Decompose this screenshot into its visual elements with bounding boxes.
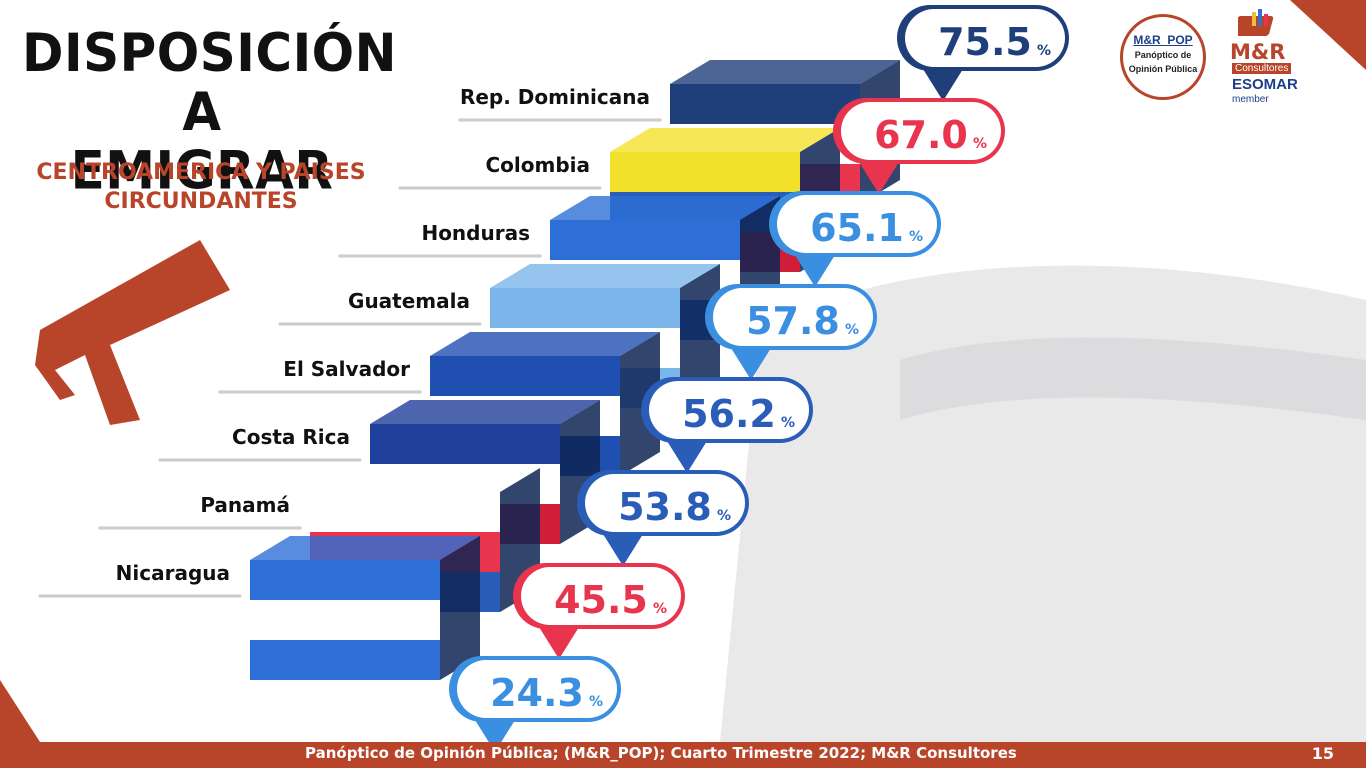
flag-block-top (550, 196, 780, 220)
footer-bar (0, 742, 1366, 768)
bar-chart-icon (1238, 9, 1274, 36)
flag-block-stripe-top (370, 424, 560, 464)
flag-block-stripe-top (430, 356, 620, 396)
value-label: 57.8 (746, 299, 840, 343)
country-label: Guatemala (348, 289, 470, 313)
footer-source: Panóptico de Opinión Pública; (M&R_POP);… (305, 744, 1017, 762)
slide-subtitle: CENTROAMERICA Y PAISES CIRCUNDANTES (26, 158, 376, 216)
value-label: 75.5 (938, 20, 1032, 64)
pop-logo-line3: Opinión Pública (1128, 64, 1198, 74)
callout-bubble (905, 9, 1065, 67)
country-label: Costa Rica (232, 425, 350, 449)
mr-sub: Consultores (1232, 63, 1292, 74)
flag-block-stripe-top (670, 84, 860, 124)
mr-brand: M&R (1230, 40, 1286, 64)
flag-block-top (610, 128, 840, 152)
pop-logo-line2: Panóptico de (1134, 50, 1192, 60)
corner-accent-bottom-left (0, 680, 40, 742)
callout-pin-tail (731, 348, 771, 380)
flag-block-stripe-bottom (250, 640, 440, 680)
value-unit: % (973, 136, 987, 152)
country-label: El Salvador (283, 357, 410, 381)
callout-pin-tail (795, 255, 835, 287)
corner-accent-top-right (1290, 0, 1366, 70)
value-unit: % (717, 508, 731, 524)
airplane-icon (35, 240, 230, 425)
callout-pin-tail (539, 627, 579, 659)
country-label: Rep. Dominicana (460, 85, 650, 109)
subtitle-line-1: CENTROAMERICA Y PAISES (36, 160, 366, 185)
flag-block-stripe-top (250, 560, 440, 600)
callout-bubble (521, 567, 681, 625)
callout-bubble (649, 381, 809, 439)
callout-pin-tail (859, 162, 899, 194)
flag-block-stripe-mid (250, 600, 440, 640)
flag-block-top (370, 400, 600, 424)
value-unit: % (781, 415, 795, 431)
pop-logo-name: M&R_POP (1133, 33, 1193, 47)
value-unit: % (845, 322, 859, 338)
title-line-2: EMIGRAR (70, 140, 334, 202)
country-label: Honduras (421, 221, 530, 245)
country-label: Colombia (485, 153, 590, 177)
flag-block-top (430, 332, 660, 356)
value-unit: % (653, 601, 667, 617)
subtitle-line-2: CIRCUNDANTES (104, 189, 298, 214)
flag-block-stripe-top (490, 288, 680, 328)
crowd-background-band (900, 337, 1366, 420)
value-label: 53.8 (618, 485, 712, 529)
flag-block-top (250, 536, 480, 560)
value-unit: % (1037, 43, 1051, 59)
flag-block-stripe-top (610, 152, 800, 192)
page-number: 15 (1311, 744, 1334, 763)
country-label: Nicaragua (116, 561, 230, 585)
value-label: 24.3 (490, 671, 584, 715)
pop-logo: M&R_POP Panóptico de Opinión Pública (1120, 14, 1206, 100)
callout-bubble (713, 288, 873, 346)
value-label: 67.0 (874, 113, 968, 157)
esomar-label: ESOMAR (1232, 76, 1298, 93)
flag-block-stripe-top (310, 492, 500, 532)
value-label: 56.2 (682, 392, 776, 436)
callout-pin-tail (923, 69, 963, 101)
flag-block-top (490, 264, 720, 288)
value-unit: % (589, 694, 603, 710)
callout-pin-tail (667, 441, 707, 473)
callout-bubble (457, 660, 617, 718)
callout-pin-tail (475, 720, 515, 752)
flag-block-stripe-top (550, 220, 740, 260)
country-label: Panamá (200, 493, 290, 517)
flag-block-side (440, 536, 480, 680)
callout-pin-tail (603, 534, 643, 566)
flag-block-top (310, 468, 540, 492)
flag-block-top (670, 60, 900, 84)
flag-block-side (620, 332, 660, 476)
esomar-member: member (1232, 94, 1269, 105)
callout-bubble (585, 474, 745, 532)
mr-consultores-logo: M&R Consultores ESOMAR member (1224, 8, 1324, 108)
slide-title: DISPOSICIÓN A EMIGRAR (22, 22, 398, 202)
value-label: 65.1 (810, 206, 904, 250)
callout-bubble (841, 102, 1001, 160)
title-line-1: DISPOSICIÓN A (22, 22, 398, 143)
callout-bubble (777, 195, 937, 253)
value-label: 45.5 (554, 578, 648, 622)
value-unit: % (909, 229, 923, 245)
